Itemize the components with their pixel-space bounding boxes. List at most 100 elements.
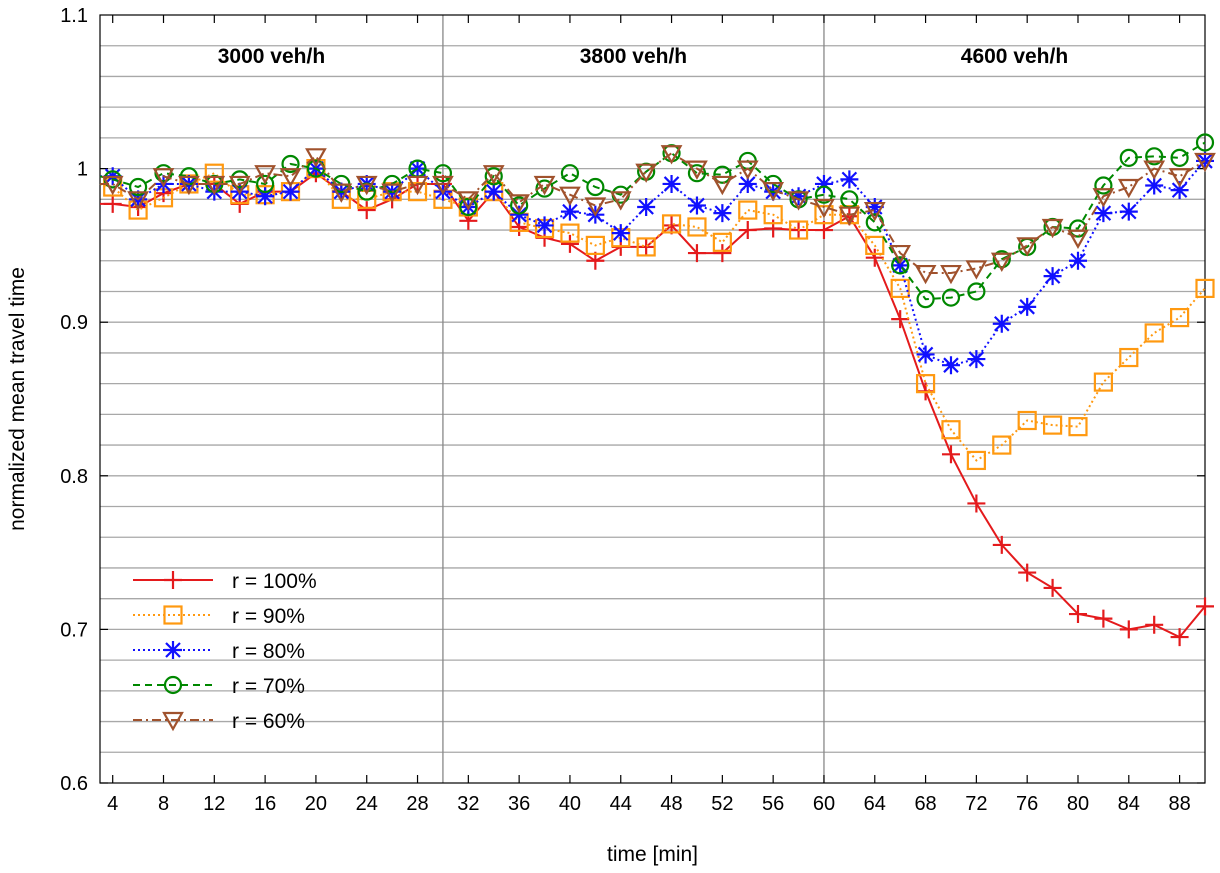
data-point-marker [940,264,962,285]
x-tick-label: 12 [203,793,225,815]
x-tick-label: 68 [914,793,936,815]
section-dividers [442,15,825,783]
x-tick-label: 44 [610,793,632,815]
data-point-marker [103,194,122,213]
data-point-marker [838,206,861,226]
data-point-marker [660,145,683,165]
data-point-marker [101,175,124,196]
data-point-marker [1145,176,1164,195]
data-point-marker [814,174,833,193]
data-point-marker [713,165,732,184]
data-point-marker [533,175,556,196]
data-point-marker [1018,563,1037,582]
data-point-marker [1119,620,1138,639]
ticks [100,15,1205,784]
data-point-marker [281,154,300,174]
data-point-marker [164,641,182,659]
data-point-marker [433,164,453,183]
data-point-marker [508,194,531,214]
data-point-marker [736,160,759,180]
data-point-marker [1119,347,1139,368]
data-point-marker [941,420,961,440]
data-point-marker [1067,229,1089,249]
x-tick-label: 16 [254,793,276,815]
data-point-marker [560,234,579,253]
data-point-marker [1145,615,1164,634]
data-point-marker [203,175,226,196]
data-point-marker [762,182,785,202]
data-point-marker [1068,417,1088,437]
data-point-marker [584,197,607,217]
data-point-marker [1042,415,1063,435]
y-tick-label: 1.1 [60,5,88,27]
data-point-marker [560,202,579,221]
legend-item: r = 90% [133,605,305,628]
data-point-marker [1094,176,1113,195]
data-point-marker [865,248,884,267]
x-axis-label: time [min] [607,843,698,866]
grid [100,45,1205,753]
data-point-marker [840,170,859,189]
data-point-marker [178,175,200,196]
data-point-marker [966,450,986,471]
data-point-marker [611,224,630,243]
data-point-marker [279,168,302,188]
data-point-marker [1068,219,1088,238]
data-point-marker [152,168,175,188]
data-point-marker [1092,188,1115,208]
data-point-marker [890,278,910,299]
series-line [100,152,1206,274]
data-point-marker [1145,147,1164,166]
data-point-marker [687,196,706,215]
data-point-marker [1043,267,1062,286]
data-point-marker [355,175,378,196]
data-point-marker [916,345,935,364]
data-point-marker [1068,605,1087,624]
legend-label: r = 60% [232,710,305,733]
section-label: 3000 veh/h [218,45,325,68]
data-point-marker [256,174,275,194]
data-point-marker [484,182,503,201]
x-tick-label: 48 [660,793,682,815]
data-point-marker [585,235,605,255]
x-tick-label: 72 [965,793,987,815]
data-point-marker [889,244,912,265]
data-point-marker [865,235,885,255]
data-point-marker [1170,628,1189,647]
x-tick-label: 80 [1067,793,1089,815]
data-point-marker [636,237,656,257]
data-point-marker [891,256,910,275]
data-point-marker [1195,278,1215,299]
y-tick-label: 0.7 [60,619,88,641]
data-point-marker [1093,372,1113,392]
series-line [99,141,1206,301]
legend-label: r = 100% [232,570,317,593]
data-point-marker [686,160,708,180]
data-point-marker [535,216,554,235]
y-tick-label: 0.9 [60,312,88,334]
x-tick-label: 76 [1016,793,1038,815]
x-tick-label: 4 [107,793,118,815]
series-group [99,159,1215,471]
data-point-marker [228,175,251,196]
x-tick-label: 24 [356,793,378,815]
y-axis-label: normalized mean travel time [6,267,29,531]
data-point-marker [789,187,808,206]
data-point-marker [609,191,632,211]
data-point-marker [915,374,936,394]
data-point-marker [163,675,183,695]
data-point-marker [687,164,707,183]
x-tick-label: 28 [406,793,428,815]
data-point-marker [1119,202,1138,221]
series-group [100,145,1216,285]
data-point-marker [1169,307,1190,328]
data-point-marker [1068,251,1087,270]
data-point-marker [967,494,986,513]
data-point-marker [814,185,834,204]
data-point-marker [992,314,1011,333]
data-point-marker [967,282,986,301]
data-point-marker [164,571,182,589]
y-tick-labels: 0.6 0.7 0.8 0.9 1 1.1 [60,5,88,795]
